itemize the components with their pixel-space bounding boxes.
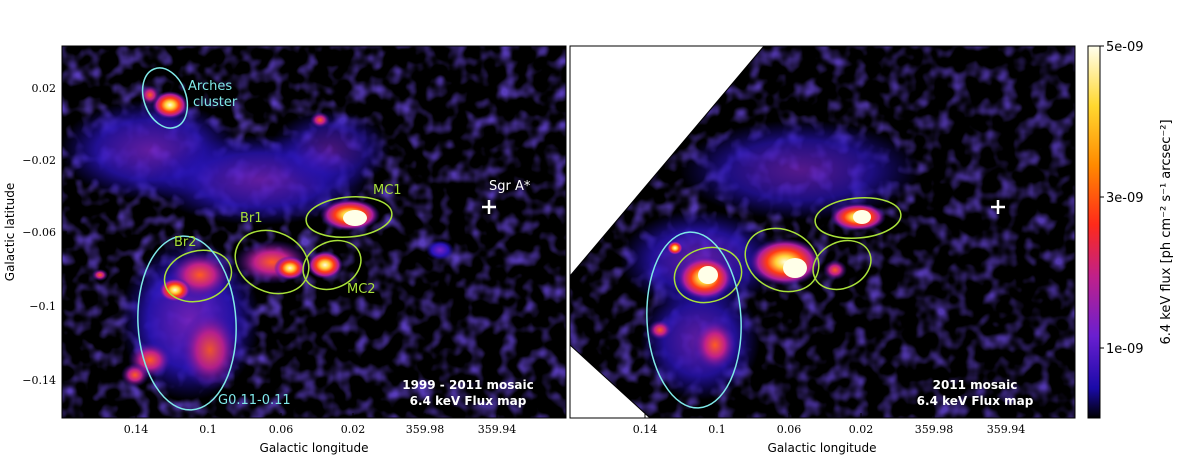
ytick-label: −0.1 — [29, 300, 56, 313]
cluster-label: cluster — [193, 95, 238, 110]
right-x-axis-label: Galactic longitude — [768, 441, 877, 455]
left-caption-line2: 6.4 keV Flux map — [410, 394, 527, 408]
g011-region — [137, 235, 237, 411]
colorbar: 5e-09 3e-09 1e-09 6.4 keV flux [ph cm⁻² … — [1087, 40, 1174, 419]
y-axis-label: Galactic latitude — [3, 183, 17, 281]
xtick-label: 0.1 — [708, 423, 726, 436]
sgra-cross-icon — [991, 200, 1005, 214]
colorbar-label: 6.4 keV flux [ph cm⁻² s⁻¹ arcsec⁻²] — [1159, 119, 1174, 344]
left-caption-line1: 1999 - 2011 mosaic — [402, 378, 534, 392]
ytick-label: −0.06 — [22, 226, 56, 239]
br2-region — [673, 246, 743, 304]
mc1-label: MC1 — [373, 183, 402, 198]
right-x-ticks: 0.14 0.1 0.06 0.02 359.98 359.94 — [633, 413, 1026, 436]
sgra-cross-icon — [482, 200, 496, 214]
xtick-label: 0.06 — [777, 423, 802, 436]
mc1-region — [814, 196, 902, 240]
left-y-ticks: 0.02 −0.02 −0.06 −0.1 −0.14 — [22, 82, 67, 387]
left-panel: Arches cluster Br2 Br1 MC1 MC2 G0.11-0.1… — [3, 45, 567, 455]
xtick-label: 0.1 — [199, 423, 217, 436]
br1-region — [744, 227, 820, 293]
xtick-label: 359.94 — [987, 423, 1026, 436]
left-x-axis-label: Galactic longitude — [260, 441, 369, 455]
xtick-label: 359.98 — [406, 423, 445, 436]
g011-region — [646, 231, 742, 409]
br1-label: Br1 — [240, 211, 263, 226]
colorbar-gradient — [1087, 45, 1101, 419]
ytick-label: −0.02 — [22, 154, 56, 167]
arches-label: Arches — [188, 79, 232, 94]
right-panel: 2011 mosaic 6.4 keV Flux map 0.14 0.1 0.… — [569, 45, 1076, 455]
xtick-label: 359.98 — [915, 423, 954, 436]
colorbar-tick-label: 1e-09 — [1106, 342, 1144, 357]
xtick-label: 359.94 — [478, 423, 517, 436]
mc1-region — [305, 195, 393, 239]
g011-label: G0.11-0.11 — [218, 393, 291, 408]
colorbar-tick-label: 5e-09 — [1106, 40, 1144, 55]
arches-region — [141, 67, 189, 129]
sgra-label: Sgr A* — [489, 179, 531, 194]
left-image — [62, 46, 566, 418]
right-caption-line2: 6.4 keV Flux map — [917, 394, 1034, 408]
right-caption-line1: 2011 mosaic — [933, 378, 1018, 392]
ytick-label: −0.14 — [22, 374, 56, 387]
mc2-region — [302, 239, 362, 291]
xtick-label: 0.14 — [633, 423, 658, 436]
br2-region — [163, 249, 233, 303]
xtick-label: 0.02 — [849, 423, 874, 436]
xtick-label: 0.14 — [124, 423, 149, 436]
right-frame — [569, 45, 1076, 419]
br2-label: Br2 — [174, 235, 197, 250]
left-x-ticks: 0.14 0.1 0.06 0.02 359.98 359.94 — [124, 413, 517, 436]
mc2-region — [812, 239, 872, 291]
ytick-label: 0.02 — [32, 82, 57, 95]
mc2-label: MC2 — [347, 282, 376, 297]
br1-region — [234, 229, 310, 295]
xtick-label: 0.02 — [341, 423, 366, 436]
xtick-label: 0.06 — [269, 423, 294, 436]
colorbar-tick-label: 3e-09 — [1106, 191, 1144, 206]
